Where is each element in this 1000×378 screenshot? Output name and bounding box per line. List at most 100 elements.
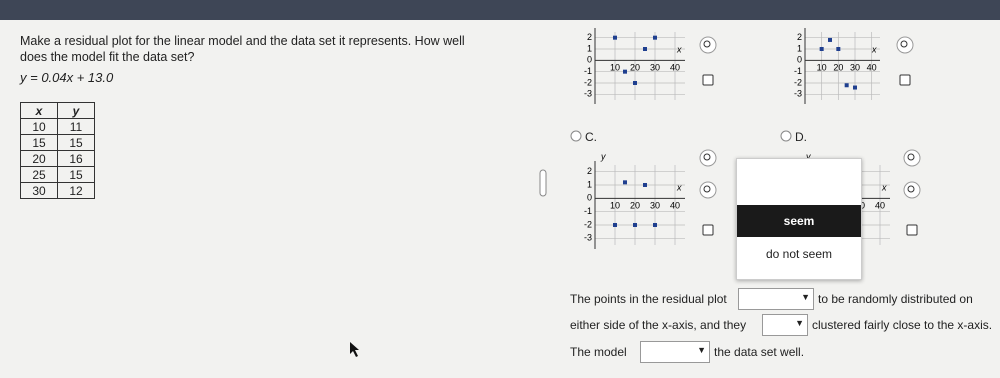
point bbox=[653, 223, 657, 227]
x-tick-label: 20 bbox=[630, 63, 640, 73]
y-tick-label: 1 bbox=[797, 43, 802, 53]
expand-icon bbox=[702, 224, 714, 236]
x-axis-label: x bbox=[881, 183, 887, 193]
y-tick-label: 1 bbox=[587, 179, 592, 189]
y-tick-label: -2 bbox=[584, 77, 592, 87]
point bbox=[653, 35, 657, 40]
point bbox=[828, 37, 832, 42]
icon-button[interactable] bbox=[903, 149, 921, 167]
x-tick-label: 40 bbox=[670, 201, 680, 211]
x-tick-label: 10 bbox=[610, 63, 620, 73]
x-tick-label: 30 bbox=[850, 63, 860, 73]
y-axis-label: y bbox=[600, 151, 606, 161]
x-tick-label: 30 bbox=[650, 63, 660, 73]
y-tick-label: 1 bbox=[587, 43, 592, 53]
table-cell: 12 bbox=[57, 182, 95, 199]
table-cell: 15 bbox=[57, 134, 95, 151]
point bbox=[613, 35, 617, 40]
equation: y = 0.04x + 13.0 bbox=[20, 70, 114, 85]
expand-icon bbox=[899, 74, 911, 86]
sentence: clustered fairly close to the x-axis. bbox=[812, 318, 993, 332]
x-tick-label: 30 bbox=[650, 201, 660, 211]
point bbox=[836, 47, 841, 51]
icon-button[interactable] bbox=[903, 181, 921, 199]
point bbox=[853, 85, 857, 90]
icon-button[interactable] bbox=[699, 36, 717, 54]
cursor bbox=[350, 342, 359, 357]
y-tick-label: -2 bbox=[794, 77, 802, 87]
x-tick-label: 40 bbox=[670, 63, 680, 73]
icon-circle bbox=[699, 36, 717, 54]
y-tick-label: 2 bbox=[587, 32, 592, 42]
y-axis-label: y bbox=[805, 151, 811, 161]
icon-glyph bbox=[907, 153, 915, 161]
table-row: 10 11 bbox=[20, 118, 95, 135]
sentence: to be randomly distributed on bbox=[818, 292, 973, 306]
table-cell: 30 bbox=[20, 182, 58, 199]
dropdown[interactable]: ▼ bbox=[762, 314, 808, 336]
y-tick-label: 0 bbox=[797, 55, 802, 65]
dropdown-choice[interactable]: seem bbox=[737, 205, 861, 237]
x-tick-label: 40 bbox=[867, 63, 877, 73]
y-tick-label: -2 bbox=[584, 219, 592, 229]
point bbox=[623, 69, 627, 74]
dropdown-menu: seem do not seem bbox=[736, 158, 862, 280]
y-tick-label: -1 bbox=[584, 206, 592, 216]
table-cell: 15 bbox=[20, 134, 58, 151]
table-cell: 16 bbox=[57, 150, 95, 167]
table-row: 20 16 bbox=[20, 150, 95, 167]
option-label[interactable]: C. bbox=[585, 130, 597, 144]
icon-glyph bbox=[907, 185, 915, 193]
expand-icon bbox=[906, 224, 918, 236]
x-axis-label: x bbox=[676, 45, 682, 55]
dropdown[interactable]: ▼ bbox=[738, 288, 814, 310]
dropdown[interactable]: ▼ bbox=[640, 341, 710, 363]
table-row: 15 15 bbox=[20, 134, 95, 151]
icon-circle bbox=[896, 36, 914, 54]
x-axis-label: x bbox=[871, 45, 877, 55]
radio bbox=[570, 130, 582, 142]
y-tick-label: 2 bbox=[587, 166, 592, 176]
point bbox=[633, 223, 637, 227]
point bbox=[633, 81, 637, 85]
y-tick-label: 0 bbox=[587, 55, 592, 65]
icon-circle bbox=[699, 181, 717, 199]
x-tick-label: 10 bbox=[610, 201, 620, 211]
table-row: 30 12 bbox=[20, 182, 95, 199]
sentence: the data set well. bbox=[714, 345, 805, 359]
y-tick-label: -1 bbox=[584, 66, 592, 76]
sentence: The model bbox=[570, 345, 627, 359]
option-label[interactable]: D. bbox=[795, 130, 807, 144]
sentence: The points in the residual plot bbox=[570, 292, 727, 306]
dropdown-choice[interactable]: do not seem bbox=[765, 247, 833, 261]
point bbox=[643, 47, 647, 51]
icon-button[interactable] bbox=[896, 36, 914, 54]
y-tick-label: 2 bbox=[797, 32, 802, 42]
icon-glyph bbox=[900, 40, 908, 48]
icon-glyph bbox=[703, 40, 711, 48]
point bbox=[819, 47, 824, 51]
x-tick-label: 20 bbox=[833, 63, 843, 73]
icon-circle bbox=[903, 149, 921, 167]
icon-circle bbox=[699, 149, 717, 167]
question: Make a residual plot for the linear mode… bbox=[20, 34, 465, 64]
y-tick-label: -3 bbox=[794, 89, 802, 99]
radio bbox=[780, 130, 792, 142]
expand-icon bbox=[702, 74, 714, 86]
point bbox=[844, 83, 849, 88]
top-bar bbox=[0, 0, 1000, 20]
y-tick-label: -1 bbox=[794, 66, 802, 76]
y-tick-label: -3 bbox=[584, 233, 592, 243]
icon-button[interactable] bbox=[699, 181, 717, 199]
x-tick-label: 20 bbox=[630, 201, 640, 211]
icon-button[interactable] bbox=[699, 149, 717, 167]
x-axis-label: x bbox=[676, 183, 682, 193]
table-cell: 11 bbox=[57, 118, 95, 135]
point bbox=[613, 223, 617, 227]
x-tick-label: 10 bbox=[817, 63, 827, 73]
icon-glyph bbox=[703, 153, 711, 161]
y-tick-label: -3 bbox=[584, 89, 592, 99]
icon-glyph bbox=[703, 185, 711, 193]
